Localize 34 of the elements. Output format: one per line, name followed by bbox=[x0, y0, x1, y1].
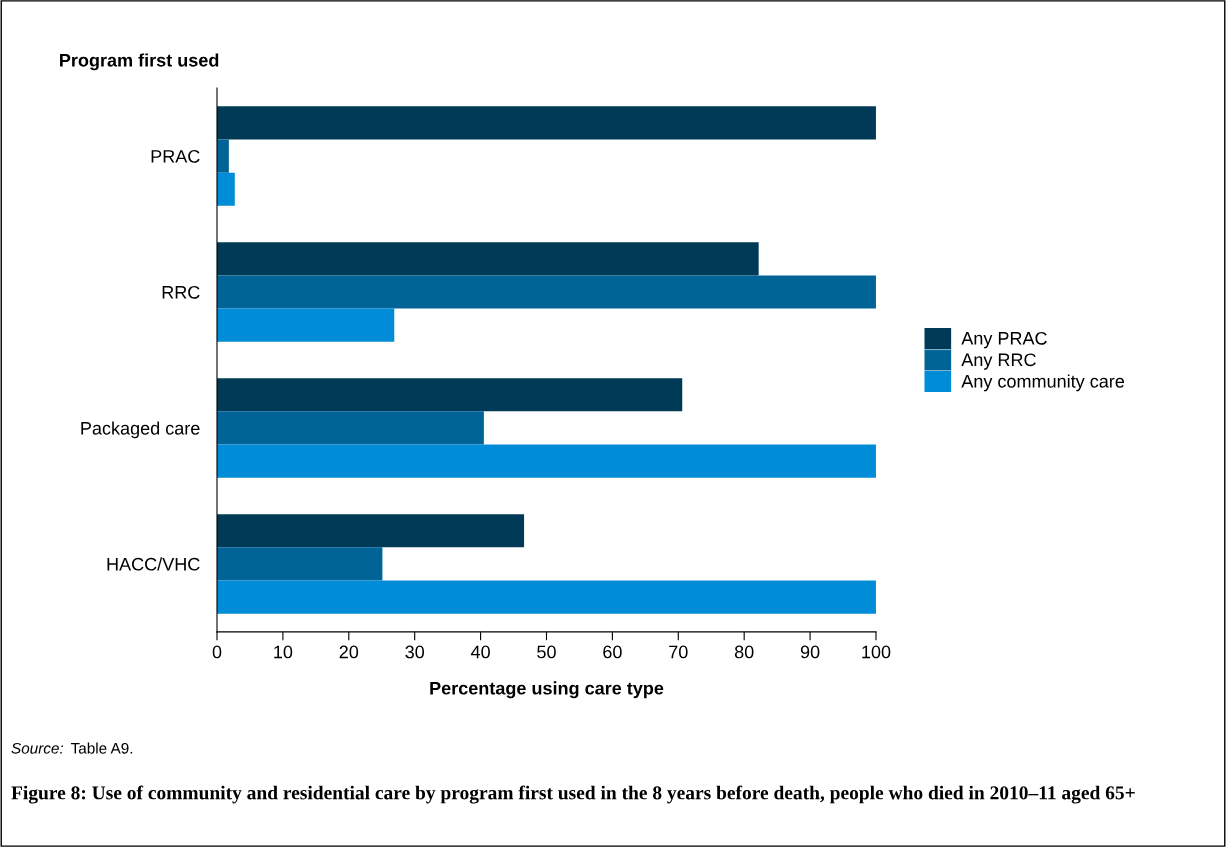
x-tick-label: 30 bbox=[405, 645, 425, 659]
y-tick-label: PRAC bbox=[151, 149, 200, 163]
x-tick-label: 0 bbox=[212, 645, 222, 659]
y-tick-label: HACC/VHC bbox=[107, 557, 200, 571]
x-axis-title: Percentage using care type bbox=[430, 681, 664, 699]
bar bbox=[217, 547, 383, 581]
bar bbox=[217, 242, 759, 276]
bar bbox=[217, 411, 484, 445]
bar bbox=[217, 275, 876, 309]
bar bbox=[217, 514, 525, 548]
x-tick-label: 60 bbox=[603, 645, 622, 659]
x-tick-label: 40 bbox=[470, 645, 490, 659]
x-tick-label: 80 bbox=[734, 645, 754, 659]
bar bbox=[217, 444, 876, 478]
bar bbox=[217, 172, 235, 206]
bar bbox=[217, 106, 876, 140]
x-tick-label: 70 bbox=[669, 645, 688, 659]
x-tick-label: 50 bbox=[537, 645, 556, 659]
bar bbox=[217, 139, 229, 173]
bar bbox=[217, 580, 876, 614]
text: Figure 8: Use of community and residential care by program first used in the 8 years before death, people who died in 2010–11 aged 65+ bbox=[11, 785, 1135, 804]
bar bbox=[217, 308, 395, 342]
legend-label: Any community care bbox=[961, 374, 1125, 392]
legend-label: Any PRAC bbox=[961, 331, 1047, 349]
legend-label: Any RRC bbox=[961, 353, 1036, 370]
x-tick-label: 90 bbox=[800, 645, 820, 659]
y-tick-label: Packaged care bbox=[81, 421, 200, 439]
y-tick-label: RRC bbox=[162, 285, 200, 299]
x-tick-label: 20 bbox=[339, 645, 359, 659]
x-tick-label: 10 bbox=[274, 645, 293, 659]
y-axis-title: Program first used bbox=[60, 53, 219, 71]
bar bbox=[217, 378, 683, 412]
source-note: Source: Table A9. bbox=[11, 742, 133, 754]
x-tick-label: 100 bbox=[862, 645, 891, 659]
